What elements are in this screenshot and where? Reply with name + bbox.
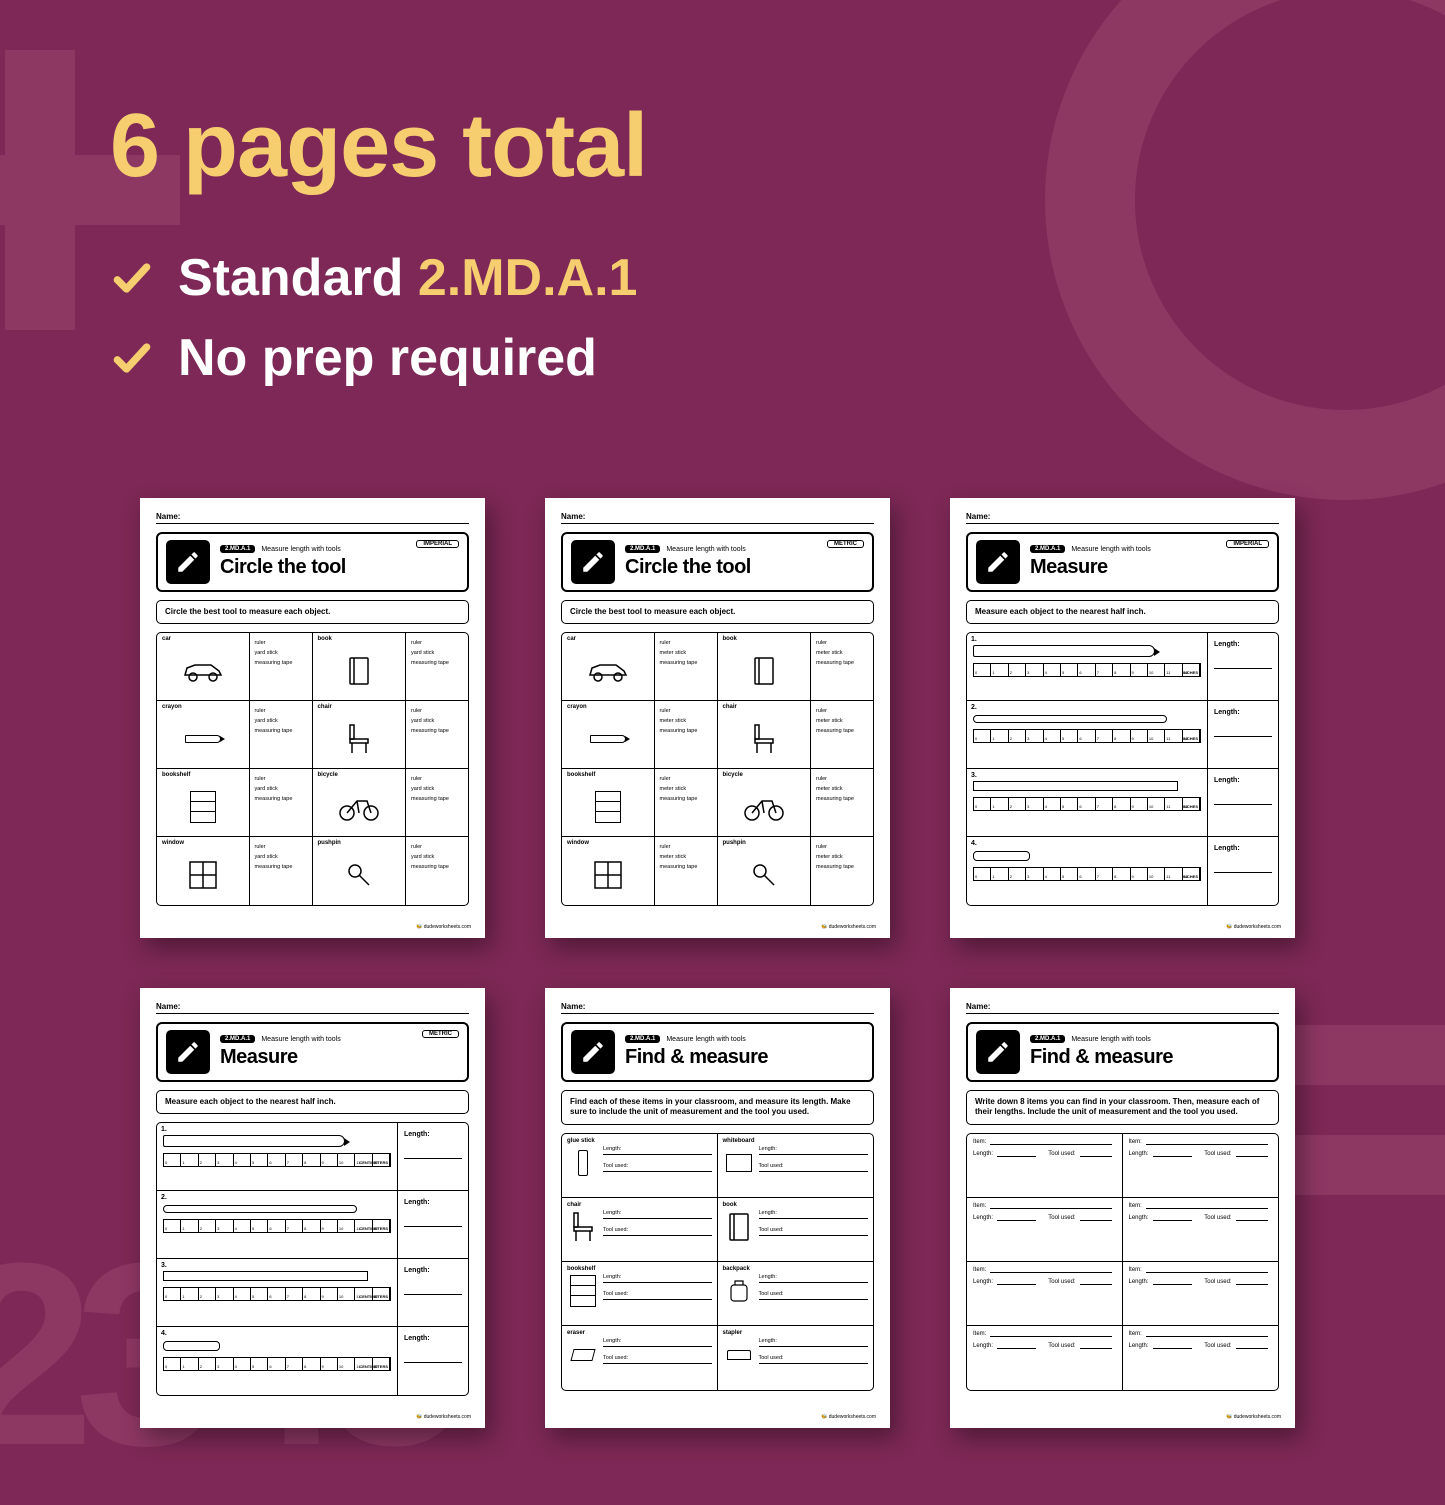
ws-header: 2.MD.A.1 Measure length with tools Circl… xyxy=(561,532,874,592)
ws-cell: book rulermeter stickmeasuring tape xyxy=(718,633,874,701)
ws-cell: pushpin ruleryard stickmeasuring tape xyxy=(313,837,469,905)
ws-footer: 🐝 dudeworksheets.com xyxy=(1226,1414,1281,1420)
ws-instruction: Circle the best tool to measure each obj… xyxy=(561,600,874,624)
write-cell: Item: Length: Tool used: xyxy=(967,1134,1123,1198)
write-cell: Item: Length: Tool used: xyxy=(967,1198,1123,1262)
content-wrapper: 6 pages total Standard 2.MD.A.1 No prep … xyxy=(0,0,1445,1428)
name-field: Name: xyxy=(561,1002,874,1014)
write-cell: Item: Length: Tool used: xyxy=(1123,1134,1279,1198)
ws-header: 2.MD.A.1 Measure length with tools Measu… xyxy=(966,532,1279,592)
pencil-icon xyxy=(976,540,1020,584)
ws-footer: 🐝 dudeworksheets.com xyxy=(416,1414,471,1420)
ws-cell: window rulermeter stickmeasuring tape xyxy=(562,837,718,905)
bullet-highlight: 2.MD.A.1 xyxy=(418,249,638,307)
ws-cell: bicycle ruleryard stickmeasuring tape xyxy=(313,769,469,837)
bullet-standard: Standard 2.MD.A.1 xyxy=(110,248,1335,308)
ws-cell: chair ruleryard stickmeasuring tape xyxy=(313,701,469,769)
ws-instruction: Find each of these items in your classro… xyxy=(561,1090,874,1125)
worksheet-3: Name: 2.MD.A.1 Measure length with tools… xyxy=(140,988,485,1428)
name-field: Name: xyxy=(561,512,874,524)
worksheet-2: Name: 2.MD.A.1 Measure length with tools… xyxy=(950,498,1295,938)
pencil-icon xyxy=(166,540,210,584)
write-cell: Item: Length: Tool used: xyxy=(967,1262,1123,1326)
name-field: Name: xyxy=(156,512,469,524)
ws-cell: bookshelf ruleryard stickmeasuring tape xyxy=(157,769,313,837)
pencil-icon xyxy=(166,1030,210,1074)
find-cell: chair Length: Tool used: xyxy=(562,1198,718,1262)
ws-header: 2.MD.A.1 Measure length with tools Find … xyxy=(966,1022,1279,1082)
ws-cell: crayon rulermeter stickmeasuring tape xyxy=(562,701,718,769)
page-title: 6 pages total xyxy=(110,95,1335,198)
ws-instruction: Measure each object to the nearest half … xyxy=(966,600,1279,624)
find-cell: backpack Length: Tool used: xyxy=(718,1262,874,1326)
ws-header: 2.MD.A.1 Measure length with tools Circl… xyxy=(156,532,469,592)
find-cell: stapler Length: Tool used: xyxy=(718,1326,874,1390)
write-cell: Item: Length: Tool used: xyxy=(1123,1198,1279,1262)
worksheet-4: Name: 2.MD.A.1 Measure length with tools… xyxy=(545,988,890,1428)
ws-header: 2.MD.A.1 Measure length with tools Measu… xyxy=(156,1022,469,1082)
pencil-icon xyxy=(976,1030,1020,1074)
find-cell: glue stick Length: Tool used: xyxy=(562,1134,718,1198)
ws-instruction: Write down 8 items you can find in your … xyxy=(966,1090,1279,1125)
write-cell: Item: Length: Tool used: xyxy=(967,1326,1123,1390)
ws-footer: 🐝 dudeworksheets.com xyxy=(1226,924,1281,930)
ws-cell: book ruleryard stickmeasuring tape xyxy=(313,633,469,701)
worksheet-5: Name: 2.MD.A.1 Measure length with tools… xyxy=(950,988,1295,1428)
ws-instruction: Measure each object to the nearest half … xyxy=(156,1090,469,1114)
ws-cell: car ruleryard stickmeasuring tape xyxy=(157,633,313,701)
find-cell: bookshelf Length: Tool used: xyxy=(562,1262,718,1326)
find-cell: eraser Length: Tool used: xyxy=(562,1326,718,1390)
check-icon xyxy=(110,336,154,380)
bullet-text-1: Standard 2.MD.A.1 xyxy=(178,248,637,308)
find-cell: whiteboard Length: Tool used: xyxy=(718,1134,874,1198)
ws-cell: bookshelf rulermeter stickmeasuring tape xyxy=(562,769,718,837)
ws-cell: bicycle rulermeter stickmeasuring tape xyxy=(718,769,874,837)
find-cell: book Length: Tool used: xyxy=(718,1198,874,1262)
ws-cell: crayon ruleryard stickmeasuring tape xyxy=(157,701,313,769)
name-field: Name: xyxy=(966,512,1279,524)
worksheet-grid: Name: 2.MD.A.1 Measure length with tools… xyxy=(110,498,1335,1428)
bullet-text-2: No prep required xyxy=(178,328,597,388)
check-icon xyxy=(110,256,154,300)
name-field: Name: xyxy=(966,1002,1279,1014)
ws-footer: 🐝 dudeworksheets.com xyxy=(416,924,471,930)
ws-instruction: Circle the best tool to measure each obj… xyxy=(156,600,469,624)
pencil-icon xyxy=(571,1030,615,1074)
bullet-prefix: Standard xyxy=(178,249,418,307)
bullet-noprep: No prep required xyxy=(110,328,1335,388)
worksheet-0: Name: 2.MD.A.1 Measure length with tools… xyxy=(140,498,485,938)
write-cell: Item: Length: Tool used: xyxy=(1123,1262,1279,1326)
ws-header: 2.MD.A.1 Measure length with tools Find … xyxy=(561,1022,874,1082)
ws-cell: car rulermeter stickmeasuring tape xyxy=(562,633,718,701)
ws-cell: pushpin rulermeter stickmeasuring tape xyxy=(718,837,874,905)
ws-cell: chair rulermeter stickmeasuring tape xyxy=(718,701,874,769)
name-field: Name: xyxy=(156,1002,469,1014)
write-cell: Item: Length: Tool used: xyxy=(1123,1326,1279,1390)
pencil-icon xyxy=(571,540,615,584)
worksheet-1: Name: 2.MD.A.1 Measure length with tools… xyxy=(545,498,890,938)
ws-cell: window ruleryard stickmeasuring tape xyxy=(157,837,313,905)
ws-footer: 🐝 dudeworksheets.com xyxy=(821,924,876,930)
ws-footer: 🐝 dudeworksheets.com xyxy=(821,1414,876,1420)
